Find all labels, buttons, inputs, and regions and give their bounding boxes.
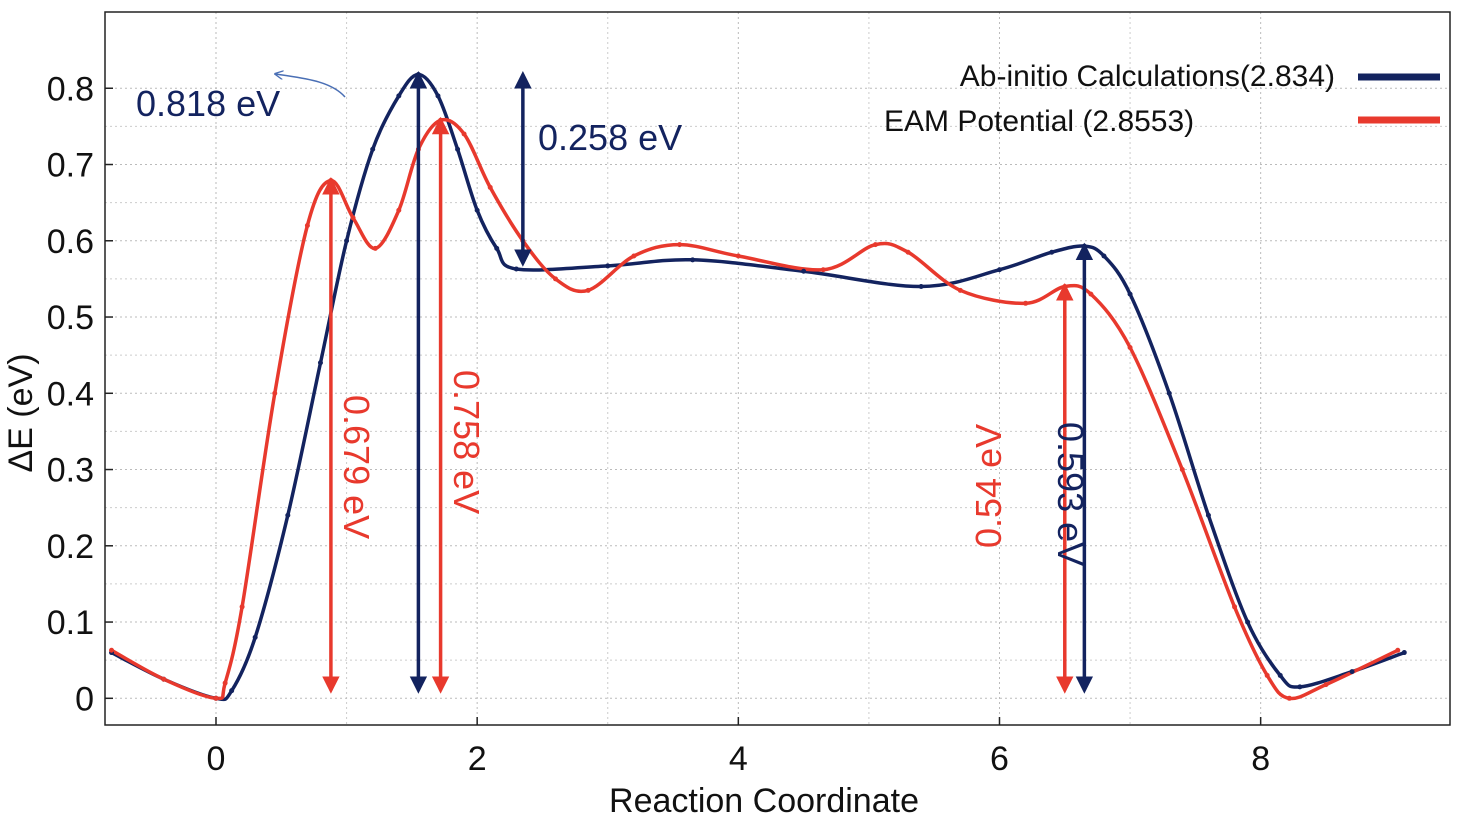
data-point [1277,672,1283,678]
annotation-eam-peak: 0.758 eV [446,370,487,514]
data-point [1179,467,1185,473]
annotation-eam-last: 0.54 eV [968,424,1009,548]
y-tick-label: 0.2 [47,528,94,566]
series-line-eam [110,117,1399,701]
data-point [690,257,696,263]
data-point [1205,512,1211,518]
data-point [820,267,826,273]
legend-label-ab-initio: Ab-initio Calculations(2.834) [960,60,1335,93]
y-tick-label: 0.4 [47,375,94,413]
data-point [1323,682,1329,688]
data-point [213,695,219,701]
data-point [1049,249,1055,255]
data-point [317,360,323,366]
series-points [109,72,1407,701]
annotation-ab-last: 0.593 eV [1050,422,1091,566]
data-point [1264,672,1270,678]
data-point [996,267,1002,273]
y-tick-label: 0.7 [47,147,94,185]
data-point [1297,684,1303,690]
x-axis-ticks: 0 2 4 6 8 [207,717,1270,778]
data-point [918,284,924,290]
data-point [494,245,500,251]
x-tick-label: 8 [1251,740,1270,778]
data-point [252,634,258,640]
energy-arrows [322,71,1094,694]
data-point [372,245,378,251]
data-point [1349,669,1355,675]
data-point [1023,300,1029,306]
y-tick-label: 0.5 [47,299,94,337]
x-axis-label: Reaction Coordinate [609,782,919,820]
data-point [304,223,310,229]
data-point [801,268,807,274]
data-point [285,512,291,518]
annotation-ab-second: 0.258 eV [538,117,682,158]
series-line-ab-initio [110,72,1405,702]
data-point [1127,345,1133,351]
data-point [553,276,559,282]
annotation-eam-first: 0.679 eV [336,395,377,539]
x-tick-label: 4 [729,740,748,778]
data-point [631,253,637,259]
data-point [1101,253,1107,259]
data-point [229,688,235,694]
data-point [272,390,278,396]
y-axis-label: ΔE (eV) [2,353,40,472]
data-point [513,266,519,272]
data-point [1395,647,1401,653]
x-tick-label: 2 [468,740,487,778]
data-point [350,215,356,221]
y-tick-label: 0.6 [47,223,94,261]
y-tick-label: 0.1 [47,604,94,642]
grid-lines [105,12,1450,725]
peak-pointer-arrow [276,74,346,98]
data-point [1232,604,1238,610]
data-point [455,146,461,152]
data-point [344,238,350,244]
legend: Ab-initio Calculations(2.834) EAM Potent… [884,60,1440,138]
data-point [677,242,683,248]
data-point [370,146,376,152]
data-point [905,249,911,255]
annotation-ab-peak: 0.818 eV [136,83,280,124]
data-point [735,253,741,259]
data-point [487,184,493,190]
data-point [396,93,402,99]
data-point [161,676,167,682]
data-point [474,207,480,213]
data-point [1401,650,1407,656]
y-axis-ticks: 0 0.1 0.2 0.3 0.4 0.5 0.6 0.7 0.8 [47,70,113,718]
data-point [585,287,591,293]
data-point [1286,695,1292,701]
data-point [605,263,611,269]
data-point [1245,619,1251,625]
data-point [461,131,467,137]
y-tick-label: 0.3 [47,452,94,490]
data-point [222,680,228,686]
y-tick-label: 0 [75,680,94,718]
legend-label-eam: EAM Potential (2.8553) [884,105,1194,138]
data-point [239,604,245,610]
data-point [435,93,441,99]
x-tick-label: 0 [207,740,226,778]
data-point [109,647,115,653]
plot-frame [104,11,1451,726]
data-point [872,242,878,248]
x-tick-label: 6 [990,740,1009,778]
data-point [957,287,963,293]
data-point [396,207,402,213]
data-point [1088,291,1094,297]
data-point [1166,390,1172,396]
y-tick-label: 0.8 [47,70,94,108]
data-point [1127,291,1133,297]
